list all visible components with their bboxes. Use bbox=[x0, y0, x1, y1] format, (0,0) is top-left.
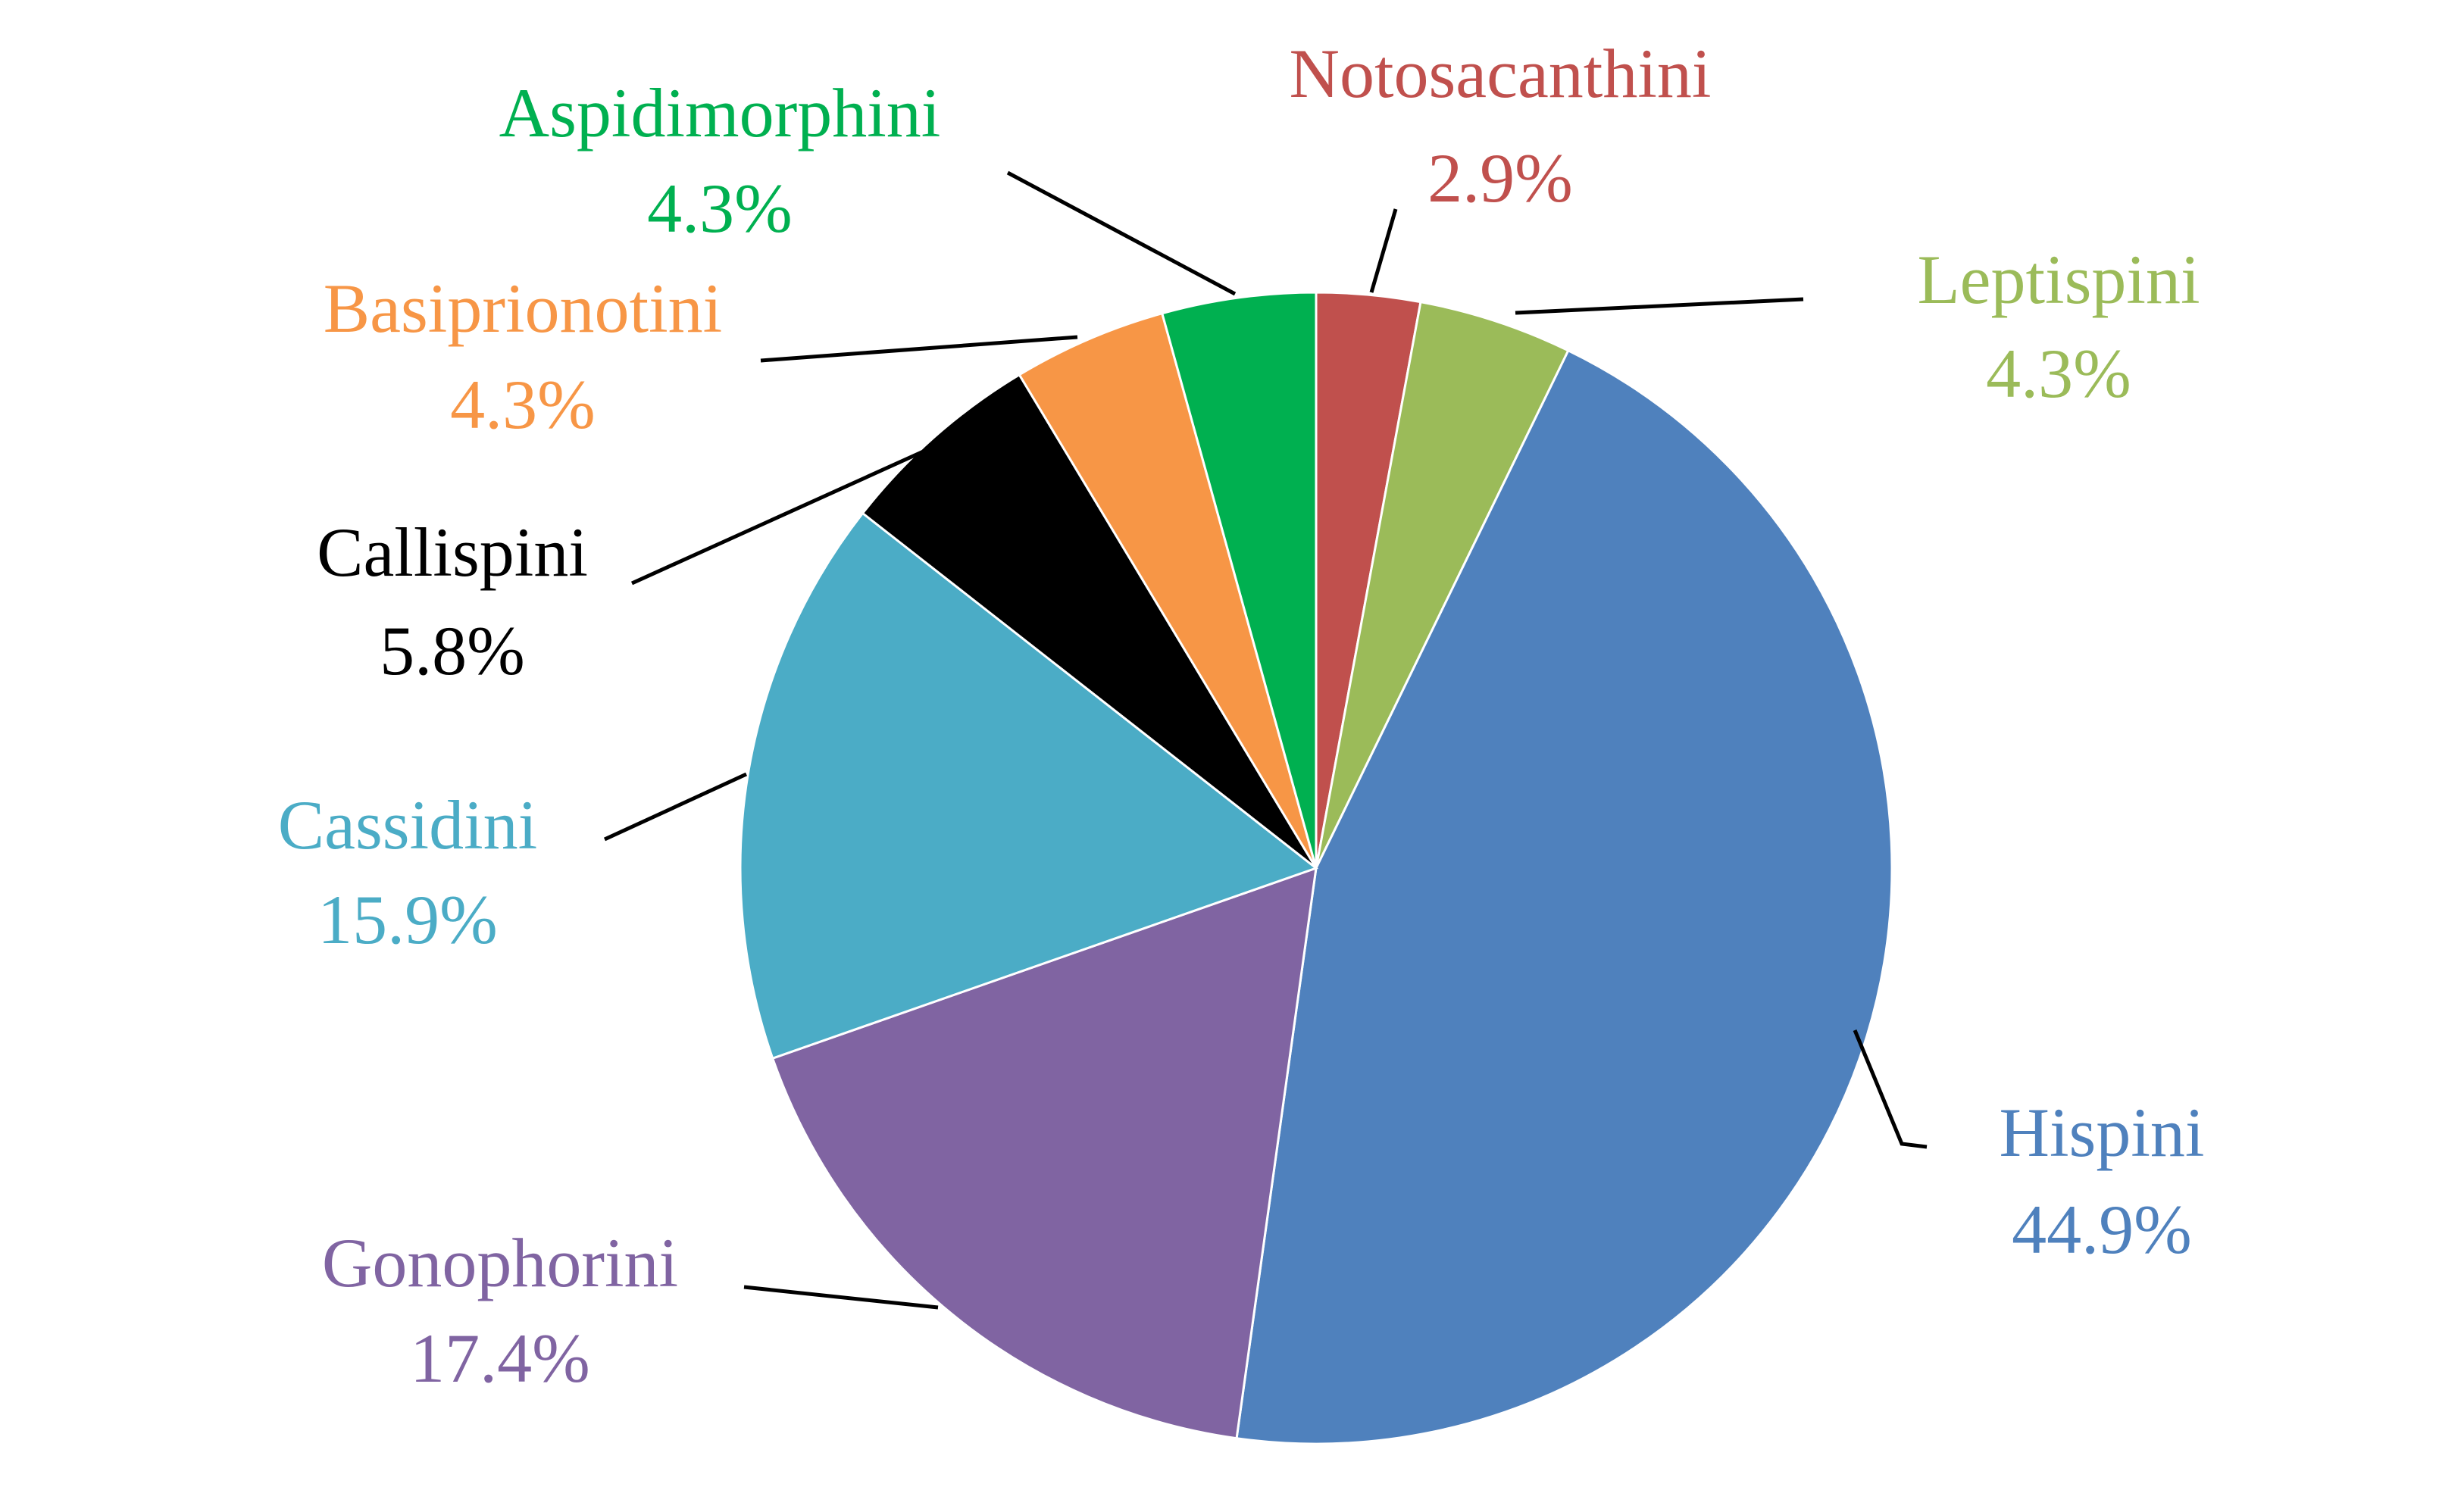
pie-slice-hispini bbox=[1235, 348, 1893, 1445]
leader-line-basiprionotini bbox=[760, 335, 1078, 363]
slice-value-leptispini: 4.3% bbox=[1986, 335, 2131, 412]
leader-line-callispini bbox=[630, 440, 945, 586]
pie-slice-basiprionotini bbox=[1018, 311, 1318, 869]
leader-line-gonophorini bbox=[743, 1285, 939, 1310]
pie-slice-gonophorini bbox=[771, 866, 1318, 1440]
leader-line-cassidini bbox=[603, 772, 748, 842]
slice-label-cassidini: Cassidini bbox=[278, 786, 537, 864]
slice-label-gonophorini: Gonophorini bbox=[322, 1224, 678, 1301]
leader-line-notosacanthini bbox=[1369, 208, 1398, 293]
slice-value-basiprionotini: 4.3% bbox=[450, 366, 596, 443]
slice-value-callispini: 5.8% bbox=[380, 612, 525, 689]
slice-label-hispini: Hispini bbox=[2000, 1094, 2205, 1171]
slice-label-basiprionotini: Basiprionotini bbox=[324, 270, 722, 347]
pie-slice-leptispini bbox=[1315, 300, 1570, 869]
slice-value-cassidini: 15.9% bbox=[317, 881, 498, 958]
leader-line-hispini bbox=[1853, 1029, 1928, 1149]
slice-value-notosacanthini: 2.9% bbox=[1427, 139, 1573, 217]
pie-slice-callispini bbox=[861, 373, 1318, 870]
leader-line-aspidimorphini bbox=[1006, 170, 1237, 296]
pie-slice-aspidimorphini bbox=[1160, 291, 1318, 869]
slice-label-notosacanthini: Notosacanthini bbox=[1290, 35, 1712, 112]
slice-value-gonophorini: 17.4% bbox=[410, 1320, 590, 1397]
pie-slice-cassidini bbox=[739, 511, 1319, 1061]
leader-line-leptispini bbox=[1515, 297, 1804, 315]
slice-label-aspidimorphini: Aspidimorphini bbox=[499, 74, 941, 152]
slice-label-callispini: Callispini bbox=[317, 514, 588, 591]
slice-value-hispini: 44.9% bbox=[2012, 1191, 2192, 1268]
slice-value-aspidimorphini: 4.3% bbox=[647, 170, 793, 247]
slice-label-leptispini: Leptispini bbox=[1917, 241, 2200, 318]
